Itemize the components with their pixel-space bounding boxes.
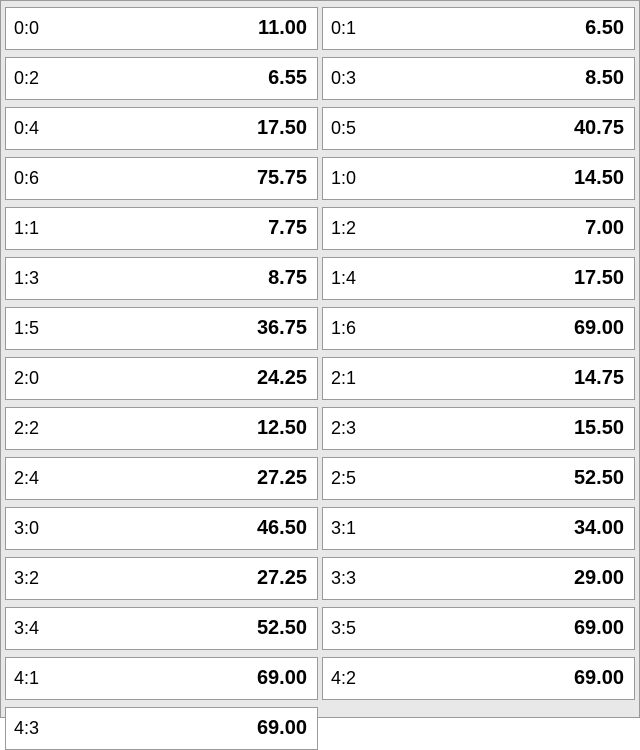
odds-value: 27.25 — [257, 567, 307, 590]
odds-cell[interactable]: 1:5 36.75 — [5, 307, 318, 350]
score-label: 1:6 — [331, 318, 356, 339]
odds-cell[interactable]: 3:3 29.00 — [322, 557, 635, 600]
score-label: 4:1 — [14, 668, 39, 689]
odds-value: 52.50 — [574, 467, 624, 490]
odds-value: 46.50 — [257, 517, 307, 540]
odds-panel: 0:0 11.00 0:1 6.50 0:2 6.55 0:3 8.50 0:4 17.50 0:5… — [0, 0, 640, 718]
odds-cell[interactable]: 0:0 11.00 — [5, 7, 318, 50]
odds-value: 69.00 — [257, 717, 307, 740]
score-label: 1:2 — [331, 218, 356, 239]
score-label: 1:5 — [14, 318, 39, 339]
score-label: 0:6 — [14, 168, 39, 189]
odds-cell[interactable]: 0:1 6.50 — [322, 7, 635, 50]
odds-value: 17.50 — [574, 267, 624, 290]
odds-cell[interactable]: 2:0 24.25 — [5, 357, 318, 400]
score-label: 1:0 — [331, 168, 356, 189]
odds-value: 52.50 — [257, 617, 307, 640]
odds-cell[interactable]: 2:1 14.75 — [322, 357, 635, 400]
odds-value: 24.25 — [257, 367, 307, 390]
odds-cell[interactable]: 4:3 69.00 — [5, 707, 318, 750]
odds-value: 15.50 — [574, 417, 624, 440]
odds-value: 8.50 — [585, 67, 624, 90]
odds-cell[interactable]: 3:0 46.50 — [5, 507, 318, 550]
odds-value: 40.75 — [574, 117, 624, 140]
odds-value: 11.00 — [258, 17, 307, 40]
odds-cell[interactable]: 1:1 7.75 — [5, 207, 318, 250]
score-label: 0:5 — [331, 118, 356, 139]
score-label: 2:3 — [331, 418, 356, 439]
odds-value: 17.50 — [257, 117, 307, 140]
score-label: 2:5 — [331, 468, 356, 489]
odds-cell[interactable]: 0:6 75.75 — [5, 157, 318, 200]
score-label: 3:5 — [331, 618, 356, 639]
score-label: 4:3 — [14, 718, 39, 739]
odds-cell[interactable]: 1:2 7.00 — [322, 207, 635, 250]
score-label: 1:1 — [14, 218, 39, 239]
odds-value: 69.00 — [574, 617, 624, 640]
odds-value: 69.00 — [574, 317, 624, 340]
score-label: 0:2 — [14, 68, 39, 89]
odds-cell[interactable]: 0:4 17.50 — [5, 107, 318, 150]
score-label: 0:3 — [331, 68, 356, 89]
score-label: 3:0 — [14, 518, 39, 539]
score-label: 1:3 — [14, 268, 39, 289]
score-label: 3:3 — [331, 568, 356, 589]
odds-cell[interactable]: 2:2 12.50 — [5, 407, 318, 450]
odds-value: 69.00 — [574, 667, 624, 690]
odds-cell[interactable]: 2:3 15.50 — [322, 407, 635, 450]
score-label: 3:1 — [331, 518, 356, 539]
odds-cell[interactable]: 2:5 52.50 — [322, 457, 635, 500]
odds-cell[interactable]: 4:1 69.00 — [5, 657, 318, 700]
odds-cell[interactable]: 0:2 6.55 — [5, 57, 318, 100]
odds-cell[interactable]: 1:0 14.50 — [322, 157, 635, 200]
odds-value: 14.50 — [574, 167, 624, 190]
score-label: 0:4 — [14, 118, 39, 139]
score-label: 4:2 — [331, 668, 356, 689]
odds-value: 27.25 — [257, 467, 307, 490]
odds-cell[interactable]: 4:2 69.00 — [322, 657, 635, 700]
odds-value: 8.75 — [268, 267, 307, 290]
odds-cell[interactable]: 3:2 27.25 — [5, 557, 318, 600]
odds-value: 6.55 — [268, 67, 307, 90]
score-label: 3:2 — [14, 568, 39, 589]
score-label: 0:0 — [14, 18, 39, 39]
odds-value: 7.00 — [585, 217, 624, 240]
odds-value: 36.75 — [257, 317, 307, 340]
odds-grid: 0:0 11.00 0:1 6.50 0:2 6.55 0:3 8.50 0:4 17.50 0:5… — [5, 7, 635, 750]
odds-value: 29.00 — [574, 567, 624, 590]
odds-cell[interactable]: 3:1 34.00 — [322, 507, 635, 550]
odds-value: 75.75 — [257, 167, 307, 190]
odds-value: 69.00 — [257, 667, 307, 690]
score-label: 3:4 — [14, 618, 39, 639]
odds-value: 6.50 — [585, 17, 624, 40]
score-label: 2:1 — [331, 368, 356, 389]
odds-cell[interactable]: 2:4 27.25 — [5, 457, 318, 500]
odds-cell[interactable]: 0:3 8.50 — [322, 57, 635, 100]
empty-cell — [322, 707, 635, 750]
odds-cell[interactable]: 1:4 17.50 — [322, 257, 635, 300]
odds-cell[interactable]: 1:3 8.75 — [5, 257, 318, 300]
score-label: 1:4 — [331, 268, 356, 289]
odds-cell[interactable]: 0:5 40.75 — [322, 107, 635, 150]
score-label: 0:1 — [331, 18, 356, 39]
odds-cell[interactable]: 3:4 52.50 — [5, 607, 318, 650]
odds-cell[interactable]: 3:5 69.00 — [322, 607, 635, 650]
odds-value: 12.50 — [257, 417, 307, 440]
score-label: 2:2 — [14, 418, 39, 439]
odds-value: 7.75 — [268, 217, 307, 240]
score-label: 2:4 — [14, 468, 39, 489]
odds-value: 34.00 — [574, 517, 624, 540]
odds-cell[interactable]: 1:6 69.00 — [322, 307, 635, 350]
score-label: 2:0 — [14, 368, 39, 389]
odds-value: 14.75 — [574, 367, 624, 390]
